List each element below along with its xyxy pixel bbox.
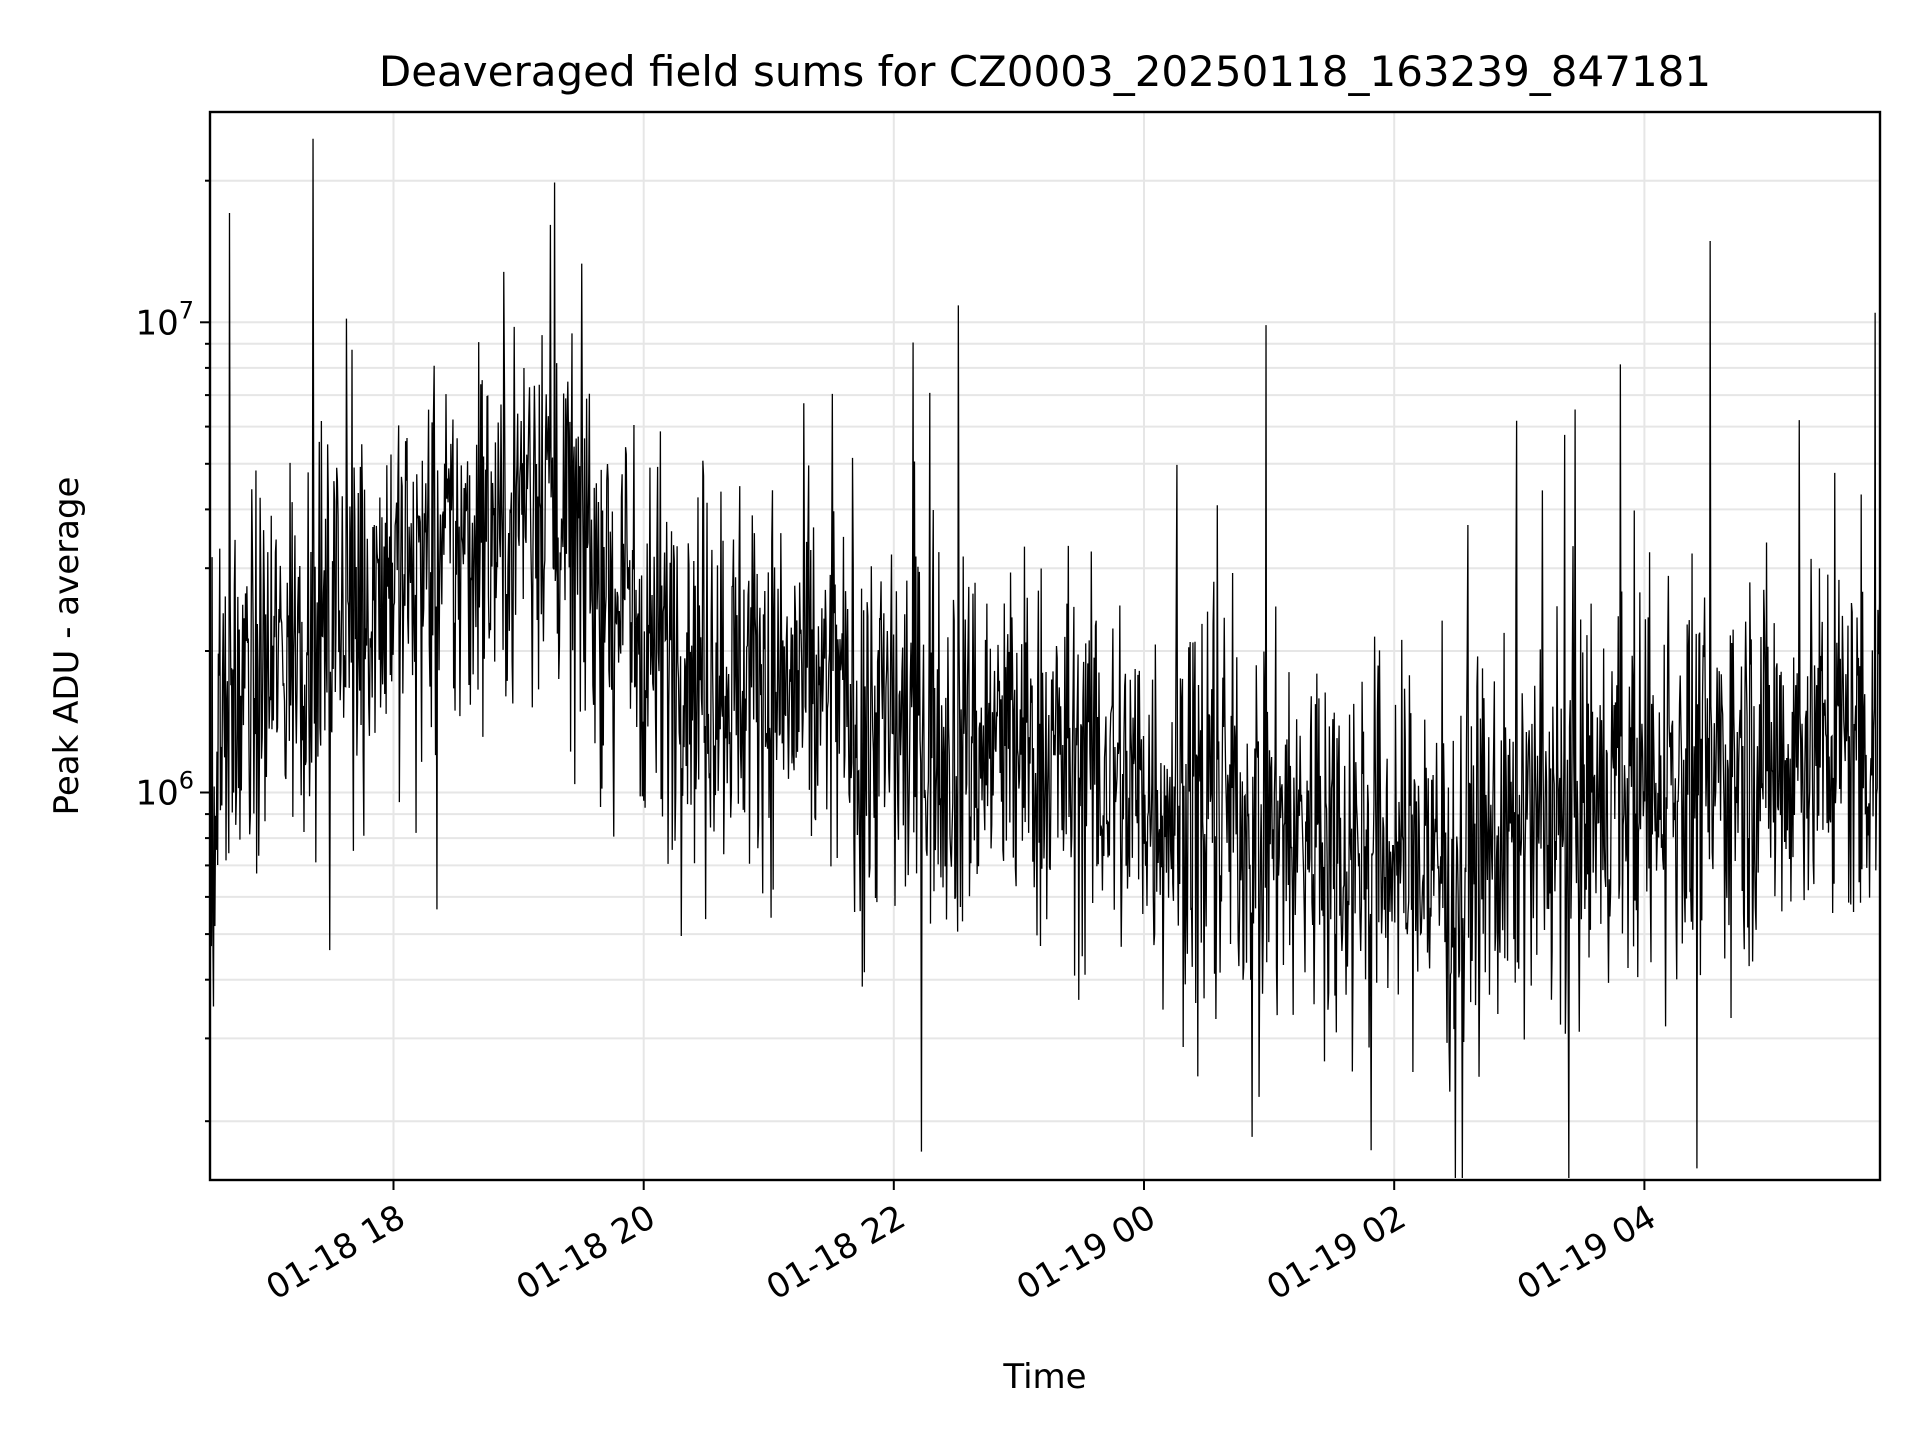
y-tick-label: 106 bbox=[135, 767, 194, 814]
plot-frame bbox=[208, 110, 1882, 1182]
series-area bbox=[209, 138, 1881, 1179]
series-line bbox=[209, 138, 1881, 1179]
x-axis-label: Time bbox=[1002, 1357, 1086, 1397]
y-axis-label: Peak ADU - average bbox=[47, 477, 87, 816]
y-tick-label: 107 bbox=[135, 296, 194, 343]
chart-title: Deaveraged field sums for CZ0003_2025011… bbox=[379, 47, 1711, 96]
